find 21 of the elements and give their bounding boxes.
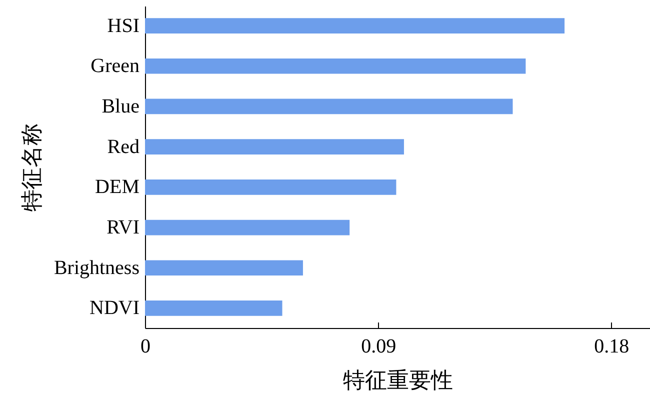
bar	[145, 98, 513, 114]
y-tick-label: Blue	[102, 95, 140, 118]
bar	[145, 139, 404, 154]
bar	[145, 180, 396, 195]
x-tick-label: 0	[140, 336, 150, 358]
x-axis-title: 特征重要性	[343, 368, 453, 392]
y-tick-label: NDVI	[90, 297, 140, 320]
y-tick-label: HSI	[107, 14, 140, 37]
y-tick-label: Red	[107, 136, 140, 158]
y-tick-label: DEM	[95, 176, 140, 198]
x-tick-label: 0.09	[361, 336, 396, 358]
bar	[145, 260, 303, 276]
y-tick-label: RVI	[106, 216, 140, 239]
bar	[145, 220, 350, 236]
y-tick-label: Green	[90, 55, 140, 78]
x-tick-label: 0.18	[594, 336, 630, 358]
y-tick-label: Brightness	[54, 256, 140, 279]
bar	[145, 18, 565, 34]
bar	[145, 58, 526, 74]
y-axis-title: 特征名称	[18, 124, 44, 212]
bar	[145, 300, 282, 316]
